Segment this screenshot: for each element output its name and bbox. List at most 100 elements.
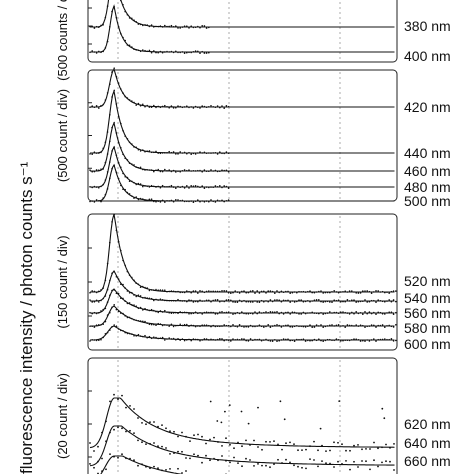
- data-point: [106, 40, 109, 43]
- data-point: [113, 304, 115, 306]
- data-point: [366, 339, 369, 341]
- data-point: [133, 164, 135, 166]
- data-point: [377, 299, 380, 301]
- data-point: [124, 188, 126, 191]
- data-point: [115, 132, 118, 134]
- data-point: [219, 170, 221, 172]
- data-point: [181, 170, 184, 172]
- data-point: [214, 339, 217, 341]
- data-point: [192, 26, 195, 29]
- data-point: [267, 339, 270, 342]
- data-point: [300, 299, 303, 301]
- data-point: [392, 290, 395, 292]
- data-point: [390, 325, 393, 328]
- data-point: [257, 446, 259, 448]
- data-point: [194, 290, 197, 292]
- data-point: [269, 311, 272, 313]
- data-point: [351, 311, 353, 314]
- data-point: [341, 443, 343, 446]
- data-point: [305, 448, 307, 451]
- data-point: [225, 437, 227, 440]
- data-point: [349, 468, 351, 471]
- data-point: [340, 301, 342, 303]
- data-point: [212, 152, 214, 154]
- trace-600-nm: [89, 324, 397, 343]
- data-point: [137, 102, 140, 105]
- data-point: [285, 311, 287, 314]
- data-point: [142, 309, 144, 311]
- data-point: [274, 339, 276, 341]
- data-point: [117, 82, 120, 84]
- data-point: [309, 340, 311, 342]
- data-point: [208, 324, 210, 327]
- data-point: [194, 185, 197, 187]
- data-point: [203, 324, 206, 327]
- data-point: [241, 338, 243, 340]
- data-point: [351, 299, 353, 302]
- data-point: [370, 292, 373, 295]
- data-point: [95, 152, 98, 154]
- data-point: [355, 292, 358, 294]
- data-point: [157, 51, 159, 54]
- data-point: [131, 17, 133, 20]
- data-point: [210, 338, 212, 341]
- data-point: [117, 278, 120, 280]
- data-point: [104, 161, 107, 164]
- data-point: [258, 338, 261, 341]
- data-point: [322, 292, 325, 294]
- data-point: [309, 312, 311, 314]
- data-point: [213, 457, 215, 460]
- data-point: [186, 105, 188, 107]
- data-point: [221, 325, 223, 327]
- data-point: [131, 317, 133, 320]
- data-point: [205, 200, 208, 202]
- data-point: [359, 324, 362, 327]
- data-point: [210, 105, 212, 107]
- data-point: [98, 324, 100, 326]
- trace-620-nm: [89, 393, 395, 452]
- data-point: [106, 153, 109, 155]
- data-point: [161, 336, 164, 339]
- data-point: [115, 292, 118, 295]
- data-point: [373, 324, 375, 327]
- data-point: [370, 339, 373, 341]
- data-point: [148, 49, 151, 52]
- data-point: [265, 311, 267, 313]
- data-point: [91, 171, 93, 173]
- data-point: [214, 169, 217, 172]
- data-point: [208, 290, 210, 292]
- data-point: [91, 200, 93, 202]
- data-point: [208, 170, 210, 172]
- data-point: [208, 299, 210, 302]
- data-point: [269, 466, 271, 469]
- data-point: [100, 24, 102, 27]
- data-point: [221, 152, 223, 155]
- data-point: [300, 291, 303, 293]
- data-point: [93, 301, 96, 303]
- data-point: [238, 292, 241, 294]
- data-point: [135, 146, 137, 149]
- data-point: [261, 448, 263, 451]
- data-point: [128, 292, 131, 294]
- data-point: [102, 50, 104, 53]
- data-point: [179, 151, 181, 153]
- data-point: [133, 48, 135, 50]
- data-point: [201, 339, 203, 341]
- data-point: [201, 25, 203, 27]
- data-point: [120, 88, 122, 90]
- data-point: [210, 325, 212, 328]
- data-point: [157, 337, 159, 340]
- data-point: [305, 467, 307, 470]
- data-point: [122, 92, 124, 94]
- data-point: [181, 472, 183, 474]
- data-point: [351, 339, 353, 341]
- data-point: [322, 301, 325, 303]
- data-point: [340, 340, 342, 342]
- data-point: [104, 333, 107, 335]
- data-point: [159, 310, 162, 312]
- data-point: [186, 311, 188, 314]
- data-point: [153, 309, 155, 312]
- data-point: [326, 291, 329, 294]
- data-point: [177, 105, 179, 107]
- data-point: [197, 169, 199, 172]
